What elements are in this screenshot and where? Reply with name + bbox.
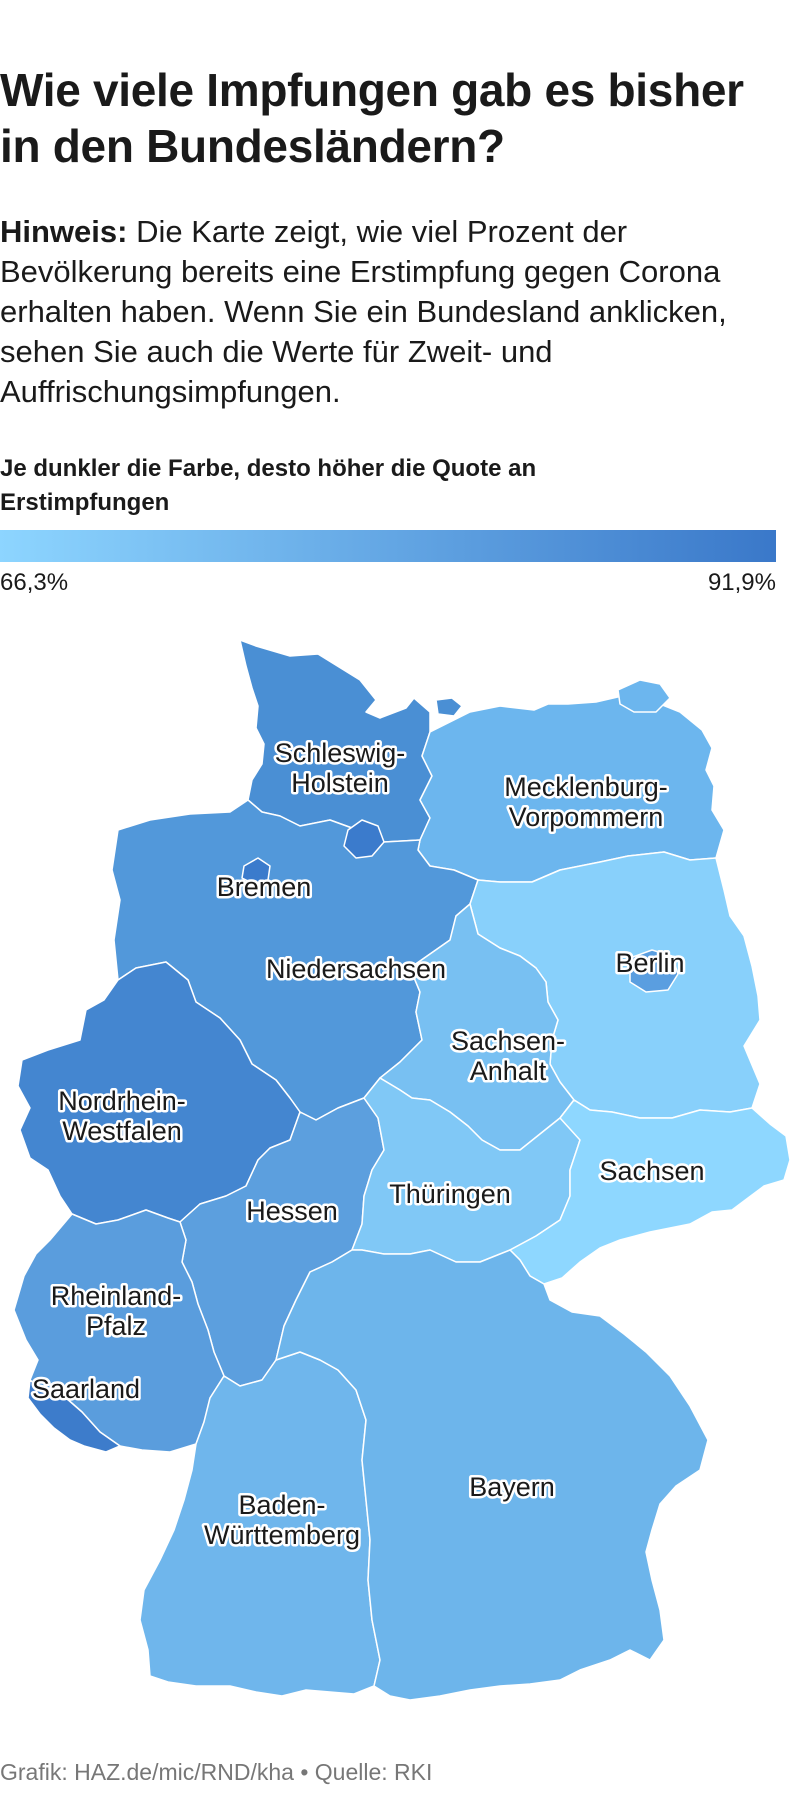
chart-title: Wie viele Impfungen gab es bisher in den… — [0, 64, 744, 172]
legend-max-label: 91,9% — [707, 569, 776, 596]
island-fehmarn[interactable] — [435, 697, 463, 717]
legend-title: Je dunkler die Farbe, desto höher die Qu… — [0, 455, 537, 516]
state-label-nw: Nordrhein-Westfalen — [58, 1086, 186, 1146]
state-label-line: Thüringen — [389, 1179, 511, 1209]
state-label-line: Hessen — [246, 1196, 338, 1226]
state-label-th: Thüringen — [389, 1179, 511, 1209]
state-label-line: Sachsen- — [451, 1026, 565, 1056]
state-label-rp: Rheinland-Pfalz — [51, 1281, 182, 1341]
hint-body: Die Karte zeigt, wie viel Prozent der Be… — [0, 214, 727, 409]
legend-min-label: 66,3% — [0, 569, 69, 596]
state-label-line: Mecklenburg- — [504, 772, 668, 802]
labels-layer: Schleswig-Holstein Mecklenburg-Vorpommern… — [29, 736, 707, 1553]
state-label-line: Niedersachsen — [266, 954, 446, 984]
island-ruegen[interactable] — [617, 679, 671, 713]
state-bayern[interactable] — [275, 1249, 709, 1701]
state-sachsen[interactable] — [509, 1099, 791, 1285]
state-label-line: Holstein — [291, 768, 389, 798]
state-label-line: Bayern — [469, 1472, 555, 1502]
legend-gradient-bar — [0, 530, 776, 562]
state-label-be: Berlin — [615, 948, 684, 978]
state-label-line: Pfalz — [86, 1311, 146, 1341]
germany-map: Schleswig-Holstein Mecklenburg-Vorpommern… — [13, 639, 791, 1701]
source-credit: Grafik: HAZ.de/mic/RND/kha • Quelle: RKI — [0, 1759, 433, 1785]
state-berlin[interactable] — [629, 949, 679, 993]
state-label-line: Baden- — [238, 1490, 325, 1520]
state-label-line: Anhalt — [470, 1056, 547, 1086]
state-label-sh: Schleswig-Holstein — [275, 738, 406, 798]
state-label-ni: Niedersachsen — [266, 954, 446, 984]
state-label-line: Bremen — [217, 872, 312, 902]
state-label-hb: Bremen — [217, 872, 312, 902]
state-saarland[interactable] — [27, 1379, 121, 1453]
state-hamburg[interactable] — [343, 819, 385, 859]
state-label-line: Rheinland- — [51, 1281, 182, 1311]
state-label-sn: Sachsen — [599, 1156, 704, 1186]
state-label-line: Sachsen — [599, 1156, 704, 1186]
state-label-by: Bayern — [469, 1472, 555, 1502]
state-label-mv: Mecklenburg-Vorpommern — [504, 772, 668, 832]
hint-text: Hinweis: Die Karte zeigt, wie viel Proze… — [0, 212, 790, 412]
state-label-line: Vorpommern — [509, 802, 664, 832]
state-label-he: Hessen — [246, 1196, 338, 1226]
state-bremen[interactable] — [241, 857, 271, 885]
state-label-line: Nordrhein- — [58, 1086, 186, 1116]
state-label-line: Württemberg — [204, 1520, 360, 1550]
state-label-line: Schleswig- — [275, 738, 406, 768]
state-label-st: Sachsen-Anhalt — [451, 1026, 565, 1086]
state-label-bw: Baden-Württemberg — [204, 1490, 360, 1550]
states-layer — [13, 639, 791, 1701]
state-label-line: Saarland — [32, 1374, 140, 1404]
state-label-line: Berlin — [615, 948, 684, 978]
state-label-line: Westfalen — [62, 1116, 182, 1146]
state-label-sl: Saarland — [32, 1374, 140, 1404]
hint-label: Hinweis: — [0, 214, 128, 249]
